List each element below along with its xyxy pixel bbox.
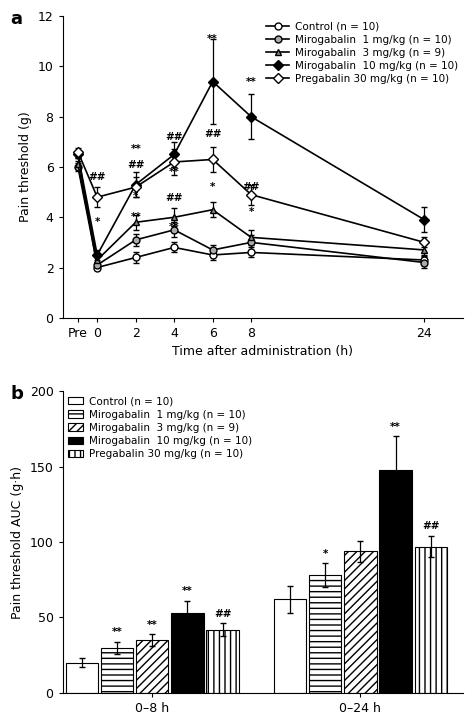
X-axis label: Time after administration (h): Time after administration (h) <box>172 346 353 359</box>
Text: ##: ## <box>204 129 221 139</box>
Text: **: ** <box>130 212 141 222</box>
Text: ##: ## <box>422 521 439 531</box>
Text: **: ** <box>147 619 158 629</box>
Text: *: * <box>133 191 138 201</box>
Bar <box>136 640 168 693</box>
Text: *: * <box>322 549 328 558</box>
Text: *: * <box>210 182 215 192</box>
Bar <box>65 663 98 693</box>
Legend: Control (n = 10), Mirogabalin  1 mg/kg (n = 10), Mirogabalin  3 mg/kg (n = 9), M: Control (n = 10), Mirogabalin 1 mg/kg (n… <box>266 21 458 84</box>
Text: **: ** <box>112 627 122 637</box>
Bar <box>101 648 133 693</box>
Text: b: b <box>10 386 23 403</box>
Bar <box>415 547 447 693</box>
Text: **: ** <box>390 422 401 432</box>
Bar <box>207 629 239 693</box>
Bar <box>274 600 306 693</box>
Text: **: ** <box>130 144 141 155</box>
Bar <box>309 575 341 693</box>
Bar <box>344 551 377 693</box>
Y-axis label: Pain threshold (g): Pain threshold (g) <box>19 112 32 222</box>
Text: ##: ## <box>127 160 145 169</box>
Text: **: ** <box>182 587 193 596</box>
Bar <box>379 470 412 693</box>
Text: ##: ## <box>89 172 106 182</box>
Legend: Control (n = 10), Mirogabalin  1 mg/kg (n = 10), Mirogabalin  3 mg/kg (n = 9), M: Control (n = 10), Mirogabalin 1 mg/kg (n… <box>68 396 252 459</box>
Text: ##: ## <box>165 193 183 203</box>
Text: **: ** <box>169 222 180 232</box>
Text: **: ** <box>207 34 218 44</box>
Text: ##: ## <box>242 182 260 192</box>
Text: *: * <box>94 217 100 227</box>
Text: a: a <box>10 10 23 28</box>
Y-axis label: Pain threshold AUC (g·h): Pain threshold AUC (g·h) <box>11 465 24 619</box>
Text: ##: ## <box>165 132 183 142</box>
Text: **: ** <box>246 76 256 86</box>
Text: ##: ## <box>214 609 231 619</box>
Text: **: ** <box>169 167 180 177</box>
Text: *: * <box>248 207 254 217</box>
Bar <box>171 613 204 693</box>
